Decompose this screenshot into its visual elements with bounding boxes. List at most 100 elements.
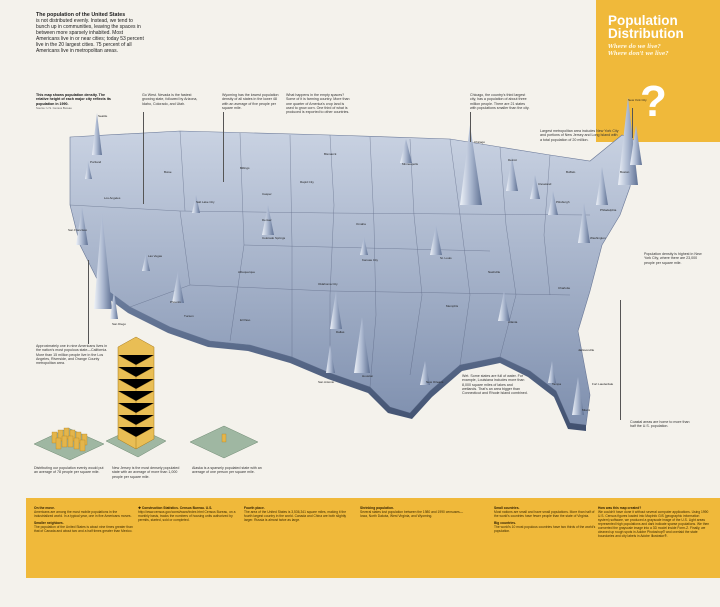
spike-minneapolis [400, 139, 412, 163]
spike-phoenix [172, 271, 184, 303]
panel-subtitle: Where do we live? Where don't we live? [608, 44, 668, 58]
city-label: Nashville [488, 270, 501, 274]
spike-salt-lake [192, 195, 200, 213]
fact-method: How was this map created? We couldn't ha… [598, 506, 710, 538]
leader-line [88, 260, 89, 344]
fact-heading: Small countries. [494, 506, 520, 510]
state-boundaries [69, 130, 591, 388]
city-label: Casper [262, 192, 272, 196]
fact-area: Fourth place. The area of the United Sta… [244, 506, 348, 522]
population-spikes [76, 97, 642, 415]
fact-text: Several states lost population between t… [360, 510, 464, 518]
fact-heading: ❖ Construction Statistics. Census Bureau… [138, 506, 213, 510]
go-west-note: Go West. Nevada is the fastest growing s… [142, 93, 198, 106]
city-label: Boise [164, 170, 172, 174]
city-label: Detroit [508, 158, 517, 162]
fact-shrinking: Shrinking population. Several states los… [360, 506, 464, 518]
spike-portland [85, 161, 92, 179]
spike-san-antonio [326, 345, 335, 373]
alaska-note: Alaska is a sparsely populated state wit… [192, 466, 262, 475]
spike-tampa [548, 361, 556, 383]
fact-heading: On the move. [34, 506, 55, 510]
city-label: Las Vegas [148, 254, 163, 258]
city-label: Rapid City [300, 180, 314, 184]
city-label: Los Angeles [104, 196, 121, 200]
spike-cleveland [530, 175, 540, 199]
leader-line [223, 112, 224, 182]
population-map [69, 97, 642, 431]
city-label: Atlanta [508, 320, 518, 324]
city-label: Washington [590, 236, 606, 240]
spike-detroit [506, 157, 518, 191]
city-label: Albuquerque [238, 270, 256, 274]
spike-kansas-city [360, 237, 368, 255]
california-note: Approximately one in nine Americans live… [36, 344, 108, 366]
fact-text: We couldn't have done it without several… [598, 510, 710, 538]
city-label: Phoenix [170, 300, 181, 304]
city-label: Jacksonville [578, 348, 595, 352]
spike-dallas [330, 291, 342, 329]
fact-countries: Small countries. Most nations are small … [494, 506, 598, 533]
city-label: Houston [362, 374, 374, 378]
spike-new-orleans [420, 361, 430, 385]
leader-line [470, 112, 471, 142]
city-label: Chicago [474, 140, 486, 144]
title-panel: Population Distribution Where do we live… [596, 0, 720, 142]
density-note: Population density is highest in New Yor… [644, 252, 702, 265]
panel-subtitle-line1: Where do we live? [608, 44, 661, 50]
city-label: Dallas [336, 330, 345, 334]
city-label: Pittsburgh [556, 200, 570, 204]
city-label: Miami [582, 408, 590, 412]
city-label: Memphis [446, 304, 459, 308]
city-label: Portland [90, 160, 102, 164]
map-note-title: This map shows population density. The r… [36, 93, 111, 106]
new-jersey-tower-illustration [106, 336, 167, 458]
panel-title-line1: Population [608, 13, 678, 28]
city-label: Salt Lake City [196, 200, 215, 204]
city-label: Billings [240, 166, 250, 170]
question-mark-icon: ? [640, 77, 667, 126]
spike-chicago [460, 125, 482, 205]
city-label: Charlotte [558, 286, 571, 290]
fact-heading: Big countries. [494, 521, 516, 525]
panel-subtitle-line2: Where don't we live? [608, 51, 669, 57]
fact-heading: How was this map created? [598, 506, 642, 510]
leader-line [632, 108, 633, 138]
spike-san-diego [110, 291, 118, 319]
fact-construction: ❖ Construction Statistics. Census Bureau… [138, 506, 242, 522]
info-icon: ❖ [138, 506, 142, 510]
intro-text: The population of the United States is n… [36, 12, 146, 54]
spike-philadelphia [596, 167, 608, 205]
spike-atlanta [498, 291, 510, 321]
coastal-note: Coastal areas are home to more than half… [630, 420, 690, 429]
map-note: This map shows population density. The r… [36, 93, 116, 110]
city-label: Cleveland [538, 182, 552, 186]
panel-title-line2: Distribution [608, 26, 684, 41]
city-label: St. Louis [440, 256, 452, 260]
city-label: Tampa [552, 382, 562, 386]
map-note-source: Source: U.S. Census Bureau [36, 105, 72, 110]
spike-denver [262, 205, 274, 235]
city-label: Fort Lauderdale [592, 382, 614, 386]
empty-spaces-note: What happens in the empty spaces? Some o… [286, 93, 350, 115]
spike-san-francisco [76, 207, 88, 245]
spike-boston [630, 125, 642, 165]
spike-miami [572, 377, 584, 415]
city-label: Philadelphia [600, 208, 617, 212]
new-jersey-note: New Jersey is the most densely populated… [112, 466, 180, 479]
fact-link[interactable]: http://www.census.gov/const/www/index.ht… [138, 510, 236, 522]
leader-line [620, 300, 621, 420]
fact-text: Most nations are small and have small po… [494, 510, 595, 518]
fact-text: The area of the United States is 3,536,3… [244, 510, 347, 522]
city-label: San Antonio [318, 380, 335, 384]
city-label: Bismarck [324, 152, 337, 156]
fact-mobility: On the move. Americans are among the mos… [34, 506, 136, 533]
chicago-note: Chicago, the country's third largest cit… [470, 93, 530, 110]
city-label: Oklahoma City [318, 282, 338, 286]
city-label: Minneapolis [402, 162, 419, 166]
fact-text: The population of the United States is a… [34, 525, 133, 533]
city-label: Boston [620, 170, 630, 174]
city-label: San Francisco [68, 228, 88, 232]
fact-text: Americans are among the most mobile popu… [34, 510, 132, 518]
city-label: New Orleans [426, 380, 444, 384]
